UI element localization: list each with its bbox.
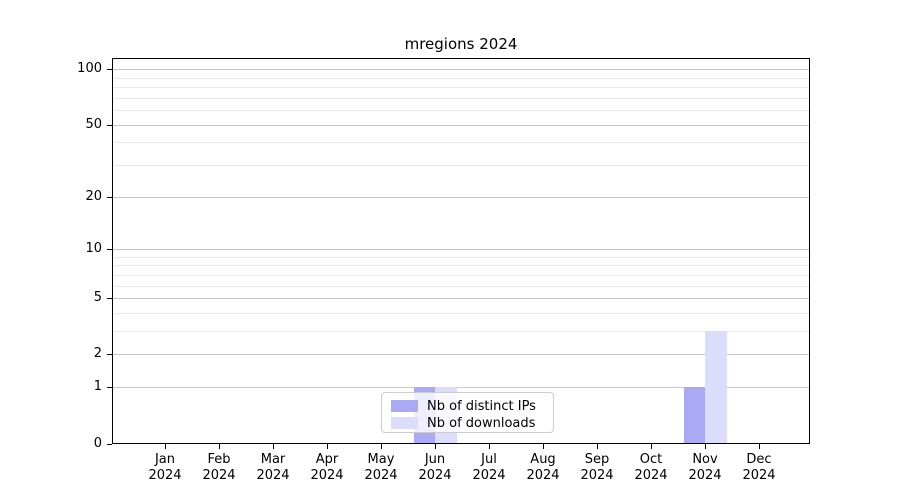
x-tick-month: Oct [639, 452, 663, 467]
x-axis-tick-label: May 2024 [351, 452, 411, 483]
x-tick-year: 2024 [256, 467, 290, 483]
gridline-major [113, 196, 809, 198]
x-tick-year: 2024 [742, 467, 776, 483]
x-axis-tick-label: Jun 2024 [405, 452, 465, 483]
legend: Nb of distinct IPs Nb of downloads [381, 392, 554, 433]
x-tick-month: Mar [260, 452, 286, 467]
y-axis-tick [107, 249, 112, 250]
y-axis-tick-label: 2 [93, 346, 102, 362]
x-axis-tick-label: Sep 2024 [567, 452, 627, 483]
x-tick-month: Apr [315, 452, 339, 467]
x-axis-tick [327, 444, 328, 449]
gridline-major [113, 124, 809, 126]
x-tick-month: May [367, 452, 395, 467]
x-tick-month: Sep [584, 452, 610, 467]
gridline-minor [113, 274, 809, 276]
x-axis-tick [273, 444, 274, 449]
x-axis-tick [651, 444, 652, 449]
y-axis-tick [107, 69, 112, 71]
x-axis-tick [597, 444, 598, 449]
x-axis-tick-label: Mar 2024 [243, 452, 303, 483]
gridline-minor [113, 87, 809, 89]
x-tick-month: Nov [692, 452, 718, 467]
gridline-major [113, 69, 809, 71]
x-tick-year: 2024 [202, 467, 236, 483]
y-axis-tick-label: 100 [77, 61, 102, 77]
x-axis-tick [705, 444, 706, 449]
legend-item-downloads: Nb of downloads [391, 415, 544, 431]
x-tick-year: 2024 [580, 467, 614, 483]
x-axis-tick-label: Jul 2024 [459, 452, 519, 483]
y-axis-tick [107, 387, 112, 389]
x-tick-year: 2024 [418, 467, 452, 483]
y-axis-tick-label: 50 [85, 116, 102, 132]
x-tick-month: Jan [154, 452, 176, 467]
gridline-minor [113, 110, 809, 112]
x-tick-month: Dec [746, 452, 772, 467]
gridline-minor [113, 77, 809, 79]
bar-downloads [705, 331, 727, 443]
gridline-minor [113, 265, 809, 267]
y-axis-tick [107, 124, 112, 126]
legend-swatch-distinct-ips-icon [391, 400, 418, 412]
legend-label-distinct-ips: Nb of distinct IPs [427, 398, 536, 414]
x-tick-year: 2024 [634, 467, 668, 483]
y-axis-tick-label: 10 [85, 241, 102, 256]
gridline-major [113, 249, 809, 250]
x-axis-tick-label: Oct 2024 [621, 452, 681, 483]
y-axis-tick [107, 196, 112, 198]
gridline-minor [113, 256, 809, 258]
chart-title: mregions 2024 [404, 35, 518, 53]
x-axis-tick [489, 444, 490, 449]
gridline-minor [113, 97, 809, 99]
x-axis-tick [543, 444, 544, 449]
y-axis-tick [107, 443, 112, 445]
x-axis-tick [759, 444, 760, 449]
x-axis-tick [435, 444, 436, 449]
x-tick-month: Feb [207, 452, 231, 467]
gridline-major [113, 354, 809, 356]
x-tick-year: 2024 [688, 467, 722, 483]
x-axis-tick [219, 444, 220, 449]
bar-distinct-ips [683, 387, 705, 443]
gridline-minor [113, 142, 809, 144]
x-tick-month: Jul [481, 452, 497, 467]
x-axis-tick-label: Nov 2024 [675, 452, 735, 483]
gridline-minor [113, 331, 809, 333]
y-axis-tick-label: 1 [93, 379, 102, 395]
x-tick-year: 2024 [472, 467, 506, 483]
y-axis-tick [107, 298, 112, 300]
y-axis-tick [107, 354, 112, 356]
x-tick-year: 2024 [148, 467, 182, 483]
x-axis-tick-label: Jan 2024 [135, 452, 195, 483]
legend-label-downloads: Nb of downloads [427, 415, 536, 431]
x-axis-tick-label: Dec 2024 [729, 452, 789, 483]
x-axis-tick-label: Aug 2024 [513, 452, 573, 483]
gridline-minor [113, 285, 809, 287]
x-tick-year: 2024 [364, 467, 398, 483]
x-axis-tick [381, 444, 382, 449]
x-axis-tick [165, 444, 166, 449]
x-tick-year: 2024 [310, 467, 344, 483]
x-tick-year: 2024 [526, 467, 560, 483]
y-axis-tick-label: 0 [93, 435, 102, 451]
x-axis-tick-label: Feb 2024 [189, 452, 249, 483]
gridline-minor [113, 165, 809, 166]
gridline-major [113, 387, 809, 389]
y-axis-tick-label: 20 [85, 188, 102, 204]
gridline-minor [113, 313, 809, 314]
legend-swatch-downloads-icon [391, 417, 418, 429]
y-axis-tick-label: 5 [93, 290, 102, 306]
x-tick-month: Aug [530, 452, 556, 467]
gridline-major [113, 298, 809, 300]
legend-item-distinct-ips: Nb of distinct IPs [391, 398, 544, 414]
x-axis-tick-label: Apr 2024 [297, 452, 357, 483]
x-tick-month: Jun [424, 452, 446, 467]
